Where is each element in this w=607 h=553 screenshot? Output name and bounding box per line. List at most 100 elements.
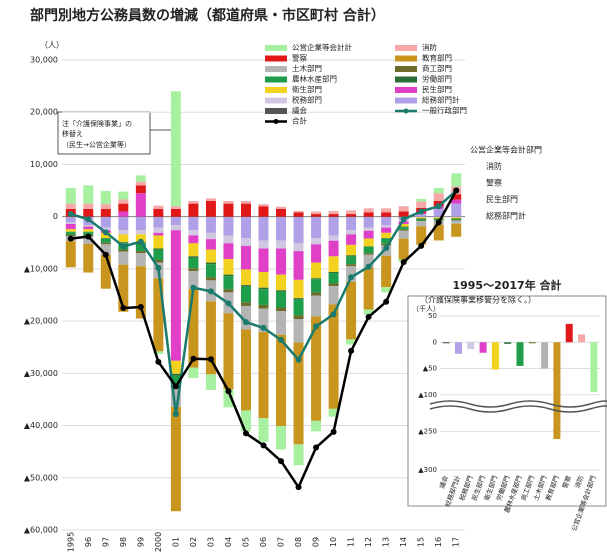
bar-segment — [363, 227, 374, 231]
bar-segment — [188, 256, 199, 258]
y-tick-label: ▲30,000 — [24, 369, 58, 378]
bar-segment — [65, 223, 76, 230]
bar-segment — [398, 230, 409, 239]
bar-segment — [240, 269, 251, 286]
bar-segment — [153, 205, 164, 209]
bar-segment — [276, 217, 287, 241]
inset-x-tick-label: 議会 — [437, 474, 450, 490]
bar-segment — [118, 230, 129, 235]
bar-segment — [170, 373, 181, 376]
end-label: 総務部門計 — [486, 211, 526, 221]
legend-swatch — [265, 45, 287, 51]
x-tick-label: 03 — [206, 537, 215, 547]
x-tick-label: 13 — [382, 537, 391, 547]
legend-swatch — [395, 45, 417, 51]
bar-segment — [363, 267, 374, 310]
bar-segment — [205, 264, 216, 278]
bar-segment — [118, 249, 129, 252]
bar-segment — [170, 230, 181, 361]
bar-segment — [135, 181, 146, 186]
line-marker — [330, 311, 337, 318]
bar-segment — [346, 256, 357, 265]
bar-segment — [153, 216, 164, 218]
inset-bar — [454, 342, 462, 354]
bar-segment — [223, 276, 234, 290]
bar-segment — [118, 216, 129, 218]
legend-swatch — [395, 97, 417, 104]
bar-segment — [416, 198, 427, 202]
bar-segment — [311, 217, 322, 239]
bar-segment — [118, 199, 129, 204]
bar-segment — [346, 264, 357, 267]
bar-segment — [100, 227, 111, 231]
bar-segment — [416, 220, 427, 222]
bar-segment — [205, 201, 216, 217]
bar-segment — [328, 214, 339, 217]
inset-x-tick-label: 警察 — [560, 474, 573, 490]
x-tick-label: 12 — [364, 537, 373, 547]
inset-bar — [541, 342, 549, 369]
bar-segment — [170, 208, 181, 217]
bar-segment — [293, 298, 304, 300]
bar-segment — [205, 216, 216, 218]
bar-segment — [188, 367, 199, 379]
bar-segment — [293, 299, 304, 316]
bar-segment — [451, 203, 462, 217]
bar-segment — [258, 204, 269, 207]
x-tick-label: 04 — [224, 537, 233, 547]
bar-segment — [381, 216, 392, 218]
bar-segment — [188, 203, 199, 217]
bar-segment — [240, 238, 251, 246]
bar-segment — [311, 292, 322, 296]
bar-segment — [433, 208, 444, 217]
bar-segment — [135, 217, 146, 231]
legend-swatch — [265, 66, 287, 72]
bar-segment — [135, 193, 146, 217]
bar-segment — [433, 187, 444, 194]
bar-segment — [433, 216, 444, 218]
bar-segment — [205, 374, 216, 391]
bar-segment — [363, 208, 374, 213]
bar-segment — [65, 234, 76, 236]
bar-segment — [188, 235, 199, 244]
line-marker — [172, 383, 179, 390]
bar-segment — [135, 251, 146, 254]
bar-segment — [65, 232, 76, 235]
bar-segment — [293, 216, 304, 218]
x-tick-label: 97 — [101, 537, 110, 547]
inset-subtitle: （介護保険事業移管分を除く。） — [420, 295, 536, 305]
line-marker — [383, 298, 390, 305]
bar-segment — [223, 235, 234, 244]
annotation: 移替え — [62, 129, 83, 138]
bar-segment — [258, 418, 269, 442]
bar-segment — [346, 266, 357, 282]
bar-segment — [363, 254, 374, 268]
bar-segment — [240, 410, 251, 432]
bar-segment — [188, 270, 199, 290]
bar-segment — [205, 262, 216, 265]
bar-segment — [188, 201, 199, 204]
bar-segment — [100, 217, 111, 228]
inset-bar — [528, 342, 536, 344]
bar-segment — [135, 234, 146, 243]
inset-bar — [479, 342, 487, 353]
line-marker — [453, 187, 460, 194]
bar-segment — [311, 262, 322, 279]
bar-segment — [328, 304, 339, 409]
bar-segment — [258, 240, 269, 249]
inset-y-tick-label: ▲300 — [418, 466, 437, 474]
bar-segment — [188, 230, 199, 236]
bar-segment — [170, 375, 181, 386]
bar-segment — [258, 289, 269, 305]
line-marker — [242, 430, 249, 437]
line-marker — [207, 356, 214, 363]
bar-segment — [65, 203, 76, 209]
bar-segment — [118, 217, 129, 231]
bar-segment — [363, 246, 374, 254]
bar-segment — [328, 210, 339, 215]
bar-segment — [381, 243, 392, 246]
bar-segment — [258, 287, 269, 290]
legend-label: 商工部門 — [422, 63, 452, 73]
bar-segment — [65, 231, 76, 233]
y-tick-label: ▲50,000 — [24, 473, 58, 482]
